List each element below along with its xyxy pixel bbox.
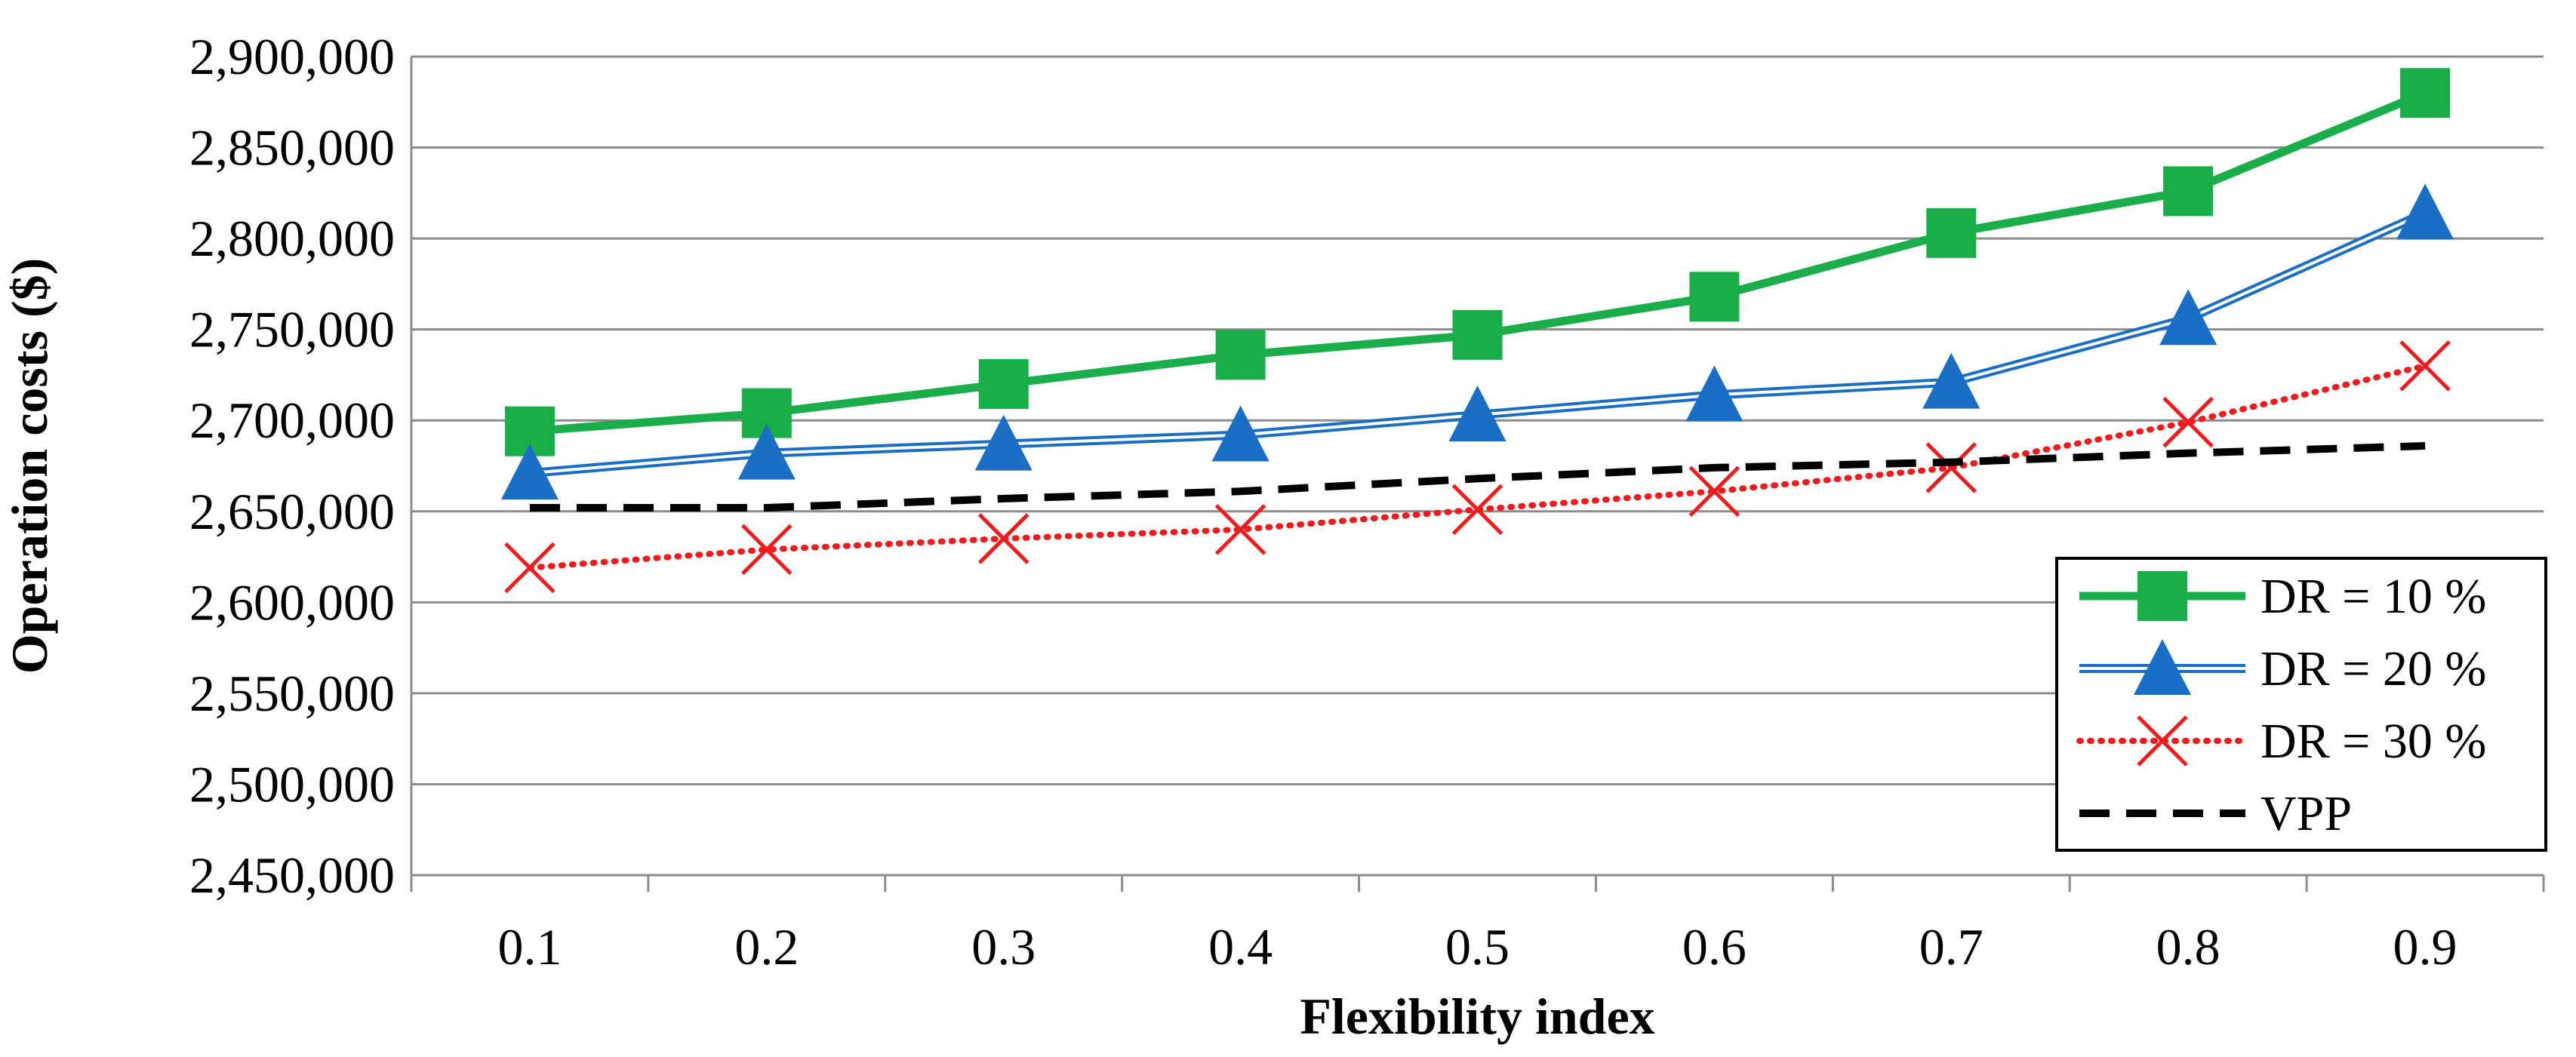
tick-labels: 2,450,000 2,500,000 2,550,000 2,600,000 2,65…: [189, 28, 2458, 976]
data-point-dr-30: [1688, 466, 1740, 518]
data-point-dr-30: [1451, 484, 1503, 536]
series-dr-30: [504, 340, 2451, 594]
data-point-dr-10: [1452, 309, 1503, 360]
y-tick-label: 2,450,000: [189, 847, 395, 904]
data-point-dr-20: [974, 414, 1033, 471]
legend: DR = 10 % DR = 20 % DR = 30 % VPP: [2055, 557, 2547, 852]
data-point-dr-30: [741, 524, 792, 576]
data-point-dr-20: [1685, 365, 1743, 422]
y-tick-label: 2,750,000: [189, 301, 395, 358]
legend-marker: [2137, 715, 2188, 767]
x-axis-title: Flexibility index: [1300, 988, 1654, 1045]
legend-entry: DR = 10 %: [2079, 569, 2486, 624]
data-point-dr-30: [1214, 504, 1266, 555]
data-point-dr-30: [977, 513, 1029, 564]
data-point-dr-30: [504, 542, 556, 594]
y-axis-title: Operation costs ($): [1, 258, 58, 674]
data-point-dr-10: [1926, 207, 1977, 258]
data-point-dr-10: [978, 359, 1029, 409]
y-tick-label: 2,650,000: [189, 483, 395, 540]
data-point-dr-20: [737, 423, 796, 480]
legend-marker: [2137, 571, 2187, 621]
legend-label: VPP: [2261, 786, 2352, 841]
x-tick-label: 0.6: [1682, 918, 1747, 976]
data-point-dr-20: [2159, 289, 2217, 346]
legend-label: DR = 10 %: [2261, 569, 2486, 624]
series-vpp: [529, 441, 2426, 512]
y-tick-label: 2,700,000: [189, 392, 395, 449]
legend-marker: [2134, 639, 2191, 695]
data-point-dr-30: [1925, 442, 1977, 493]
x-tick-label: 0.7: [1919, 918, 1984, 976]
data-point-dr-10: [2163, 166, 2214, 217]
data-point-dr-30: [2162, 396, 2214, 448]
data-point-dr-20: [1211, 405, 1270, 462]
legend-label: DR = 20 %: [2261, 641, 2486, 696]
legend-entry: VPP: [2079, 786, 2352, 841]
data-point-dr-20: [2396, 183, 2454, 240]
data-point-dr-20: [1922, 352, 1980, 409]
y-tick-label: 2,850,000: [189, 119, 395, 177]
y-tick-label: 2,800,000: [189, 210, 395, 267]
data-point-dr-20: [1448, 385, 1507, 441]
legend-entry: DR = 30 %: [2076, 714, 2486, 769]
y-tick-label: 2,600,000: [189, 573, 395, 631]
plot-series: [500, 68, 2454, 594]
y-tick-label: 2,500,000: [189, 755, 395, 813]
data-point-dr-10: [1689, 272, 1740, 322]
series-line-vpp: [529, 441, 2426, 512]
x-tick-label: 0.5: [1445, 918, 1510, 976]
data-point-dr-10: [1215, 330, 1266, 380]
x-tick-label: 0.2: [734, 918, 799, 976]
x-tick-label: 0.4: [1208, 918, 1273, 976]
data-point-dr-30: [2399, 340, 2451, 392]
axes: [410, 57, 2545, 892]
y-tick-label: 2,900,000: [189, 28, 395, 85]
series-dr-20: [500, 183, 2454, 500]
x-tick-label: 0.9: [2393, 918, 2458, 976]
series-dr-10: [504, 68, 2451, 456]
series-line-dr-10: [529, 89, 2427, 436]
y-tick-label: 2,550,000: [189, 665, 395, 722]
data-point-dr-20: [500, 444, 559, 500]
x-tick-label: 0.3: [971, 918, 1036, 976]
data-point-dr-10: [2400, 68, 2451, 118]
x-tick-label: 0.1: [497, 918, 562, 976]
legend-label: DR = 30 %: [2261, 714, 2486, 769]
legend-entry: DR = 20 %: [2079, 639, 2486, 696]
x-tick-label: 0.8: [2156, 918, 2221, 976]
